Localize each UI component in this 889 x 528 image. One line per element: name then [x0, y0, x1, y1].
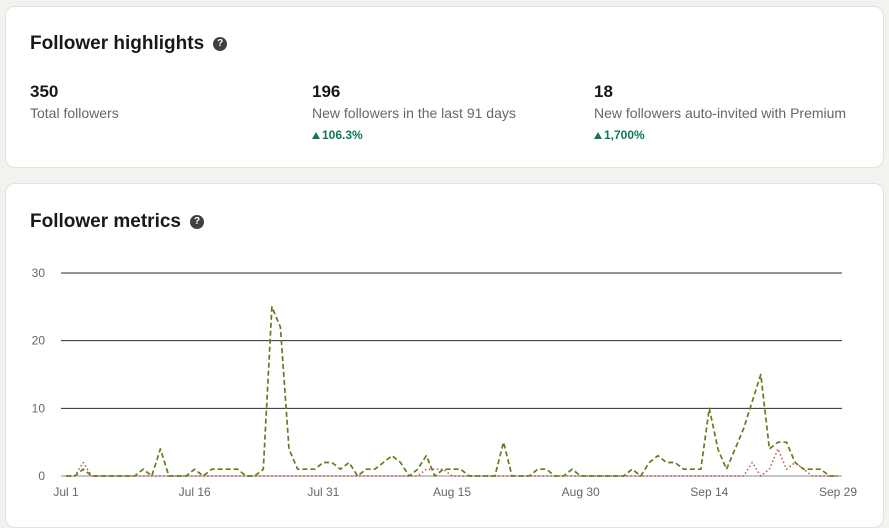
x-tick-label: Aug 15 — [433, 485, 471, 499]
stat-value: 18 — [594, 82, 613, 101]
stat-value: 350 — [30, 82, 59, 101]
x-tick-label: Jul 1 — [53, 485, 79, 499]
series-line-primary — [66, 305, 838, 477]
x-tick-label: Sep 14 — [690, 485, 728, 499]
stat-change-value: 1,700% — [604, 128, 645, 142]
stat-label: Total followers — [30, 105, 119, 121]
follower-highlights-card: Follower highlights ? 350 Total follower… — [5, 6, 884, 168]
y-tick-label: 10 — [32, 401, 46, 415]
stat-label: New followers in the last 91 days — [312, 105, 516, 121]
y-tick-label: 0 — [38, 469, 45, 483]
stat-value: 196 — [312, 82, 341, 101]
stat-change: 106.3% — [312, 128, 516, 142]
y-tick-label: 30 — [32, 266, 46, 280]
y-tick-label: 20 — [32, 334, 46, 348]
arrow-up-icon — [312, 131, 320, 139]
stat-new-followers: 196 New followers in the last 91 days 10… — [312, 82, 516, 142]
follower-highlights-title: Follower highlights ? — [30, 33, 228, 55]
arrow-up-icon — [594, 131, 602, 139]
question-circle-icon[interactable]: ? — [213, 37, 228, 51]
stat-auto-invited-followers: 18 New followers auto-invited with Premi… — [594, 82, 846, 142]
question-circle-icon[interactable]: ? — [190, 215, 204, 229]
stat-label: New followers auto-invited with Premium — [594, 105, 847, 121]
x-tick-label: Aug 30 — [562, 485, 600, 499]
series-line-secondary — [66, 448, 838, 477]
x-tick-label: Sep 29 — [819, 485, 857, 499]
stat-change-value: 106.3% — [322, 128, 363, 142]
stat-change: 1,700% — [594, 128, 846, 142]
x-tick-label: Jul 16 — [179, 485, 211, 499]
x-tick-label: Jul 31 — [307, 485, 339, 499]
follower-highlights-title-text: Follower highlights — [30, 33, 205, 54]
follower-metrics-title: Follower metrics ? — [30, 211, 204, 233]
follower-metrics-title-text: Follower metrics — [30, 211, 181, 232]
stat-total-followers: 350 Total followers — [30, 82, 119, 122]
